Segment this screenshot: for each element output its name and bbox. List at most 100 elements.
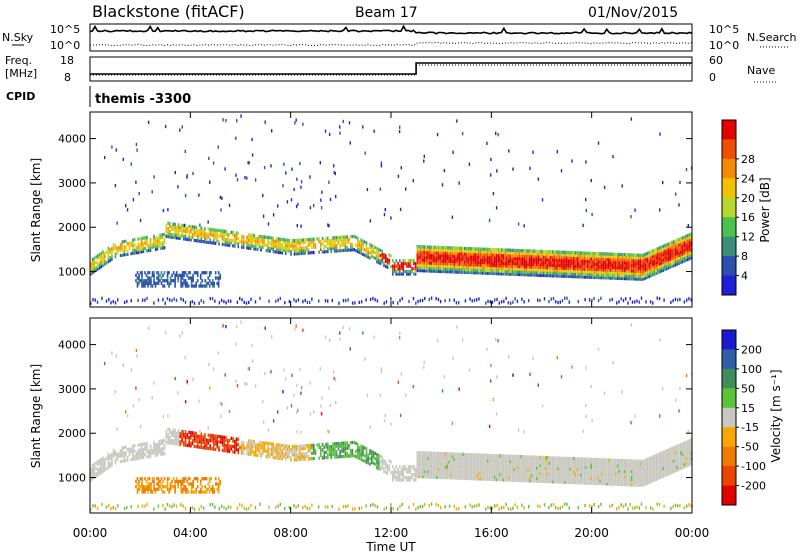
velocity-cell	[465, 463, 468, 467]
power-cell	[653, 267, 656, 271]
velocity-cell	[423, 453, 426, 458]
velocity-cell	[476, 463, 478, 468]
velocity-cell	[97, 470, 99, 475]
power-cell	[427, 266, 429, 270]
velocity-cell	[332, 447, 334, 451]
power-cell	[181, 125, 183, 129]
velocity-cell	[509, 473, 512, 477]
velocity-cell	[442, 470, 445, 474]
power-cell	[481, 263, 484, 267]
power-cell	[530, 262, 533, 266]
power-cell	[169, 298, 171, 302]
velocity-cell	[283, 444, 285, 448]
power-cell	[172, 235, 175, 240]
velocity-cell	[595, 460, 598, 464]
power-cell	[114, 244, 117, 248]
power-cell	[253, 247, 255, 251]
power-cell	[180, 273, 182, 278]
velocity-cell	[513, 478, 515, 482]
power-cell	[565, 272, 568, 276]
power-cell	[553, 250, 556, 254]
power-cell	[460, 265, 463, 269]
velocity-cell	[355, 455, 357, 459]
power-cell	[521, 273, 524, 277]
velocity-cell	[509, 459, 512, 464]
velocity-cell	[430, 472, 433, 477]
power-cell	[141, 298, 144, 302]
power-cell	[285, 171, 287, 175]
power-cell	[323, 244, 326, 249]
velocity-cell	[123, 453, 125, 458]
power-cell	[344, 240, 347, 244]
power-cell	[212, 241, 215, 245]
velocity-cell	[155, 453, 157, 457]
power-cell	[277, 204, 279, 208]
power-cell	[483, 252, 485, 257]
power-cell	[293, 187, 295, 192]
power-cell	[643, 258, 645, 262]
power-cell	[602, 273, 605, 277]
velocity-cell	[571, 462, 573, 466]
power-cell	[622, 268, 624, 273]
power-cell	[465, 265, 468, 269]
velocity-cell	[562, 477, 564, 482]
velocity-cell	[423, 461, 426, 466]
power-cell	[551, 260, 554, 265]
noise-left-tick-bottom: 10^0	[50, 39, 80, 52]
velocity-cell	[320, 448, 322, 452]
power-cell	[258, 242, 261, 246]
velocity-cell	[219, 437, 222, 442]
velocity-cell	[367, 456, 369, 460]
power-cell	[198, 301, 200, 305]
velocity-cell	[339, 444, 341, 448]
power-cell	[216, 228, 218, 232]
power-cell	[687, 252, 689, 256]
velocity-cell	[458, 452, 461, 456]
power-cell	[660, 269, 663, 273]
velocity-cell	[402, 475, 405, 480]
power-cell	[144, 238, 146, 243]
power-cell	[166, 271, 169, 275]
power-cell	[183, 226, 185, 230]
power-cell	[119, 248, 122, 252]
velocity-cell	[527, 471, 529, 475]
power-cells	[90, 114, 693, 305]
power-cell	[311, 245, 313, 249]
power-cell	[295, 118, 297, 122]
velocity-cell	[518, 473, 520, 477]
velocity-cell	[374, 462, 376, 466]
power-cell	[678, 203, 680, 207]
velocity-cell	[579, 460, 582, 464]
velocity-cell	[123, 456, 125, 460]
velocity-cell	[583, 462, 585, 467]
power-cell	[639, 256, 642, 260]
velocity-cell	[186, 435, 189, 440]
velocity-cell	[553, 474, 556, 479]
velocity-cell	[543, 461, 545, 465]
velocity-cell	[509, 475, 512, 480]
power-cell	[457, 265, 459, 269]
power-cell	[111, 257, 113, 261]
power-cell	[622, 266, 624, 270]
velocity-cell	[181, 437, 183, 441]
velocity-cell	[256, 445, 259, 449]
power-cell	[418, 269, 420, 273]
power-cell	[618, 300, 620, 304]
power-cell	[616, 263, 619, 267]
velocity-cell	[557, 464, 559, 468]
power-cell	[291, 241, 294, 246]
velocity-cell	[585, 460, 587, 464]
power-cell	[658, 248, 661, 253]
power-cell	[478, 260, 480, 264]
power-cell	[685, 234, 687, 238]
power-cell	[147, 271, 149, 275]
power-cell	[537, 273, 540, 277]
power-cell	[267, 243, 269, 248]
velocity-cell	[523, 479, 526, 483]
velocity-cell	[578, 467, 580, 472]
power-cell	[618, 255, 621, 259]
power-cell	[256, 242, 259, 246]
power-cell	[564, 272, 566, 276]
power-cell	[465, 262, 468, 267]
power-cell	[195, 225, 197, 229]
